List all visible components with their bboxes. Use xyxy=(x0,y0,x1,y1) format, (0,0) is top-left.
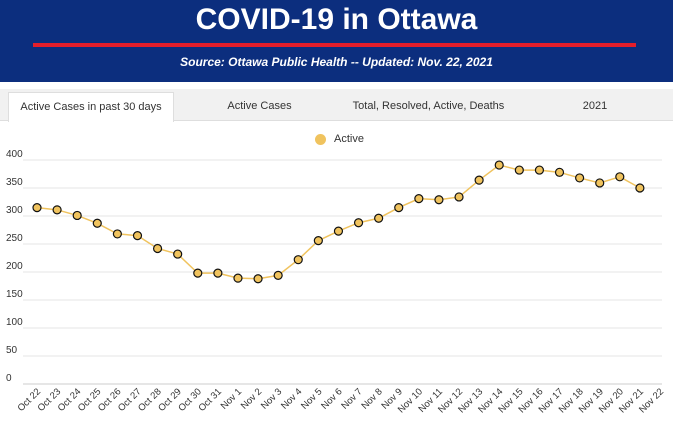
data-point xyxy=(494,160,504,170)
y-tick-label: 250 xyxy=(6,233,23,244)
data-point xyxy=(394,203,404,213)
page-subtitle: Source: Ottawa Public Health -- Updated:… xyxy=(180,55,493,69)
x-tick-label: Nov 1 xyxy=(219,386,244,411)
x-tick-label: Nov 7 xyxy=(339,386,364,411)
x-tick-label: Nov 5 xyxy=(299,386,324,411)
chart-legend[interactable]: Active xyxy=(315,133,364,145)
chart-tabs: Active Cases in past 30 days Active Case… xyxy=(0,89,673,122)
series-line-active xyxy=(36,164,641,280)
title-underline xyxy=(33,43,636,47)
legend-label-active: Active xyxy=(334,133,364,145)
data-point xyxy=(313,236,323,246)
y-tick-label: 150 xyxy=(6,289,23,300)
x-tick-label: Oct 31 xyxy=(196,386,224,414)
tab-2021[interactable]: 2021 xyxy=(582,100,608,112)
x-tick-label: Nov 4 xyxy=(279,386,304,411)
legend-marker xyxy=(315,133,326,145)
data-point xyxy=(132,231,143,241)
data-point xyxy=(575,173,585,183)
header-banner: COVID-19 in Ottawa Source: Ottawa Public… xyxy=(0,0,673,82)
y-tick-label: 0 xyxy=(6,373,12,384)
data-point xyxy=(213,268,223,278)
data-point xyxy=(32,203,42,213)
data-point xyxy=(293,255,303,265)
data-point xyxy=(554,167,565,177)
data-point xyxy=(333,226,344,236)
y-tick-label: 350 xyxy=(6,177,23,188)
data-point xyxy=(112,229,122,239)
x-tick-label: Nov 2 xyxy=(239,386,264,411)
data-point xyxy=(72,210,82,221)
data-point xyxy=(595,178,605,188)
tab-total-resolved-active-deaths[interactable]: Total, Resolved, Active, Deaths xyxy=(352,100,505,112)
data-point xyxy=(454,192,464,202)
data-point xyxy=(253,274,263,284)
y-tick-label: 100 xyxy=(6,317,23,328)
data-point xyxy=(273,270,283,280)
data-point xyxy=(92,218,102,228)
data-point xyxy=(414,194,424,204)
data-point xyxy=(514,165,524,175)
data-point xyxy=(173,249,183,259)
data-point xyxy=(615,172,625,182)
data-point xyxy=(474,175,484,185)
page-title: COVID-19 in Ottawa xyxy=(195,3,478,36)
data-point xyxy=(635,183,645,193)
data-point xyxy=(233,273,243,283)
y-tick-label: 200 xyxy=(6,261,23,272)
x-tick-label: Nov 3 xyxy=(259,386,284,411)
data-point xyxy=(434,195,444,205)
data-point xyxy=(534,165,545,175)
y-tick-label: 400 xyxy=(6,149,23,160)
x-tick-label: Nov 8 xyxy=(359,386,384,411)
data-point xyxy=(193,268,203,278)
tab-active-cases[interactable]: Active Cases xyxy=(227,100,292,112)
y-tick-label: 300 xyxy=(6,205,23,216)
y-tick-label: 50 xyxy=(6,345,18,356)
data-point xyxy=(353,218,364,228)
data-point xyxy=(152,243,163,254)
data-point xyxy=(374,213,384,223)
x-tick-label: Nov 6 xyxy=(319,386,344,411)
tab-active-cases-30-days[interactable]: Active Cases in past 30 days xyxy=(8,92,174,122)
data-point xyxy=(52,205,62,215)
